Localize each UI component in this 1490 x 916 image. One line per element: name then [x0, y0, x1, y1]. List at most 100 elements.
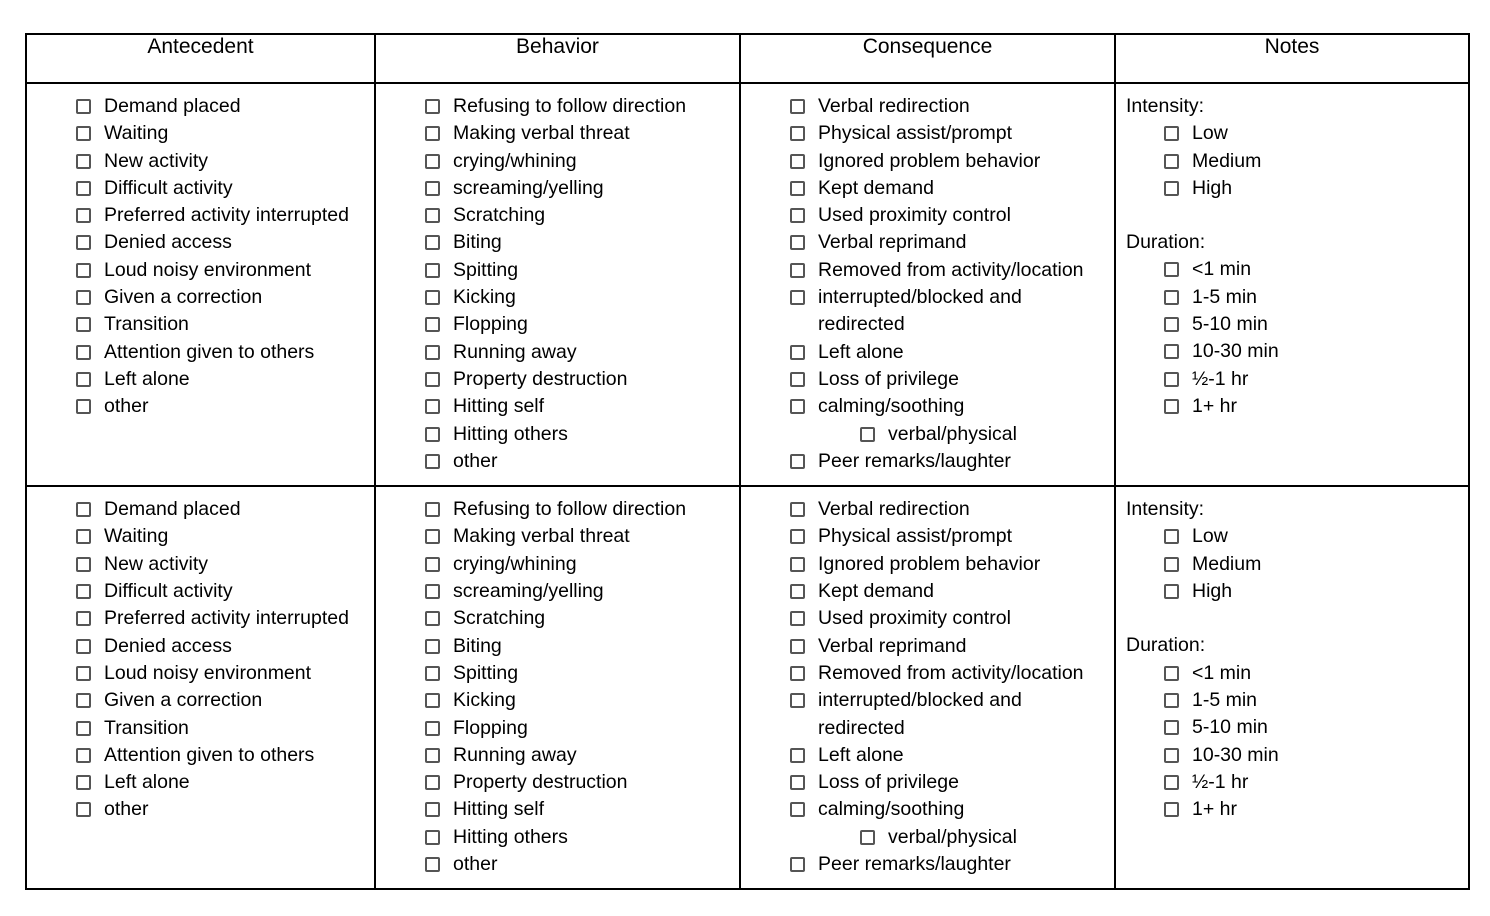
checkbox-icon[interactable]	[425, 747, 440, 763]
checkbox-icon[interactable]	[425, 453, 440, 469]
checkbox-icon[interactable]	[425, 344, 440, 360]
checklist-item[interactable]: High	[1164, 578, 1462, 605]
checkbox-icon[interactable]	[790, 262, 805, 278]
checkbox-icon[interactable]	[790, 611, 805, 627]
checkbox-icon[interactable]	[425, 399, 440, 415]
checkbox-icon[interactable]	[1164, 317, 1179, 333]
checkbox-icon[interactable]	[425, 426, 440, 442]
checkbox-icon[interactable]	[1164, 262, 1179, 278]
checkbox-icon[interactable]	[425, 556, 440, 572]
checklist-item[interactable]: Waiting	[76, 120, 368, 147]
checklist-item[interactable]: Running away	[425, 742, 733, 769]
checklist-item[interactable]: Used proximity control	[790, 605, 1108, 632]
checkbox-icon[interactable]	[790, 502, 805, 518]
checklist-item[interactable]: Hitting others	[425, 824, 733, 851]
checkbox-icon[interactable]	[76, 638, 91, 654]
checkbox-icon[interactable]	[76, 371, 91, 387]
checklist-item[interactable]: Denied access	[76, 633, 368, 660]
checklist-item[interactable]: Making verbal threat	[425, 523, 733, 550]
checklist-item[interactable]: Low	[1164, 120, 1462, 147]
checkbox-icon[interactable]	[790, 775, 805, 791]
checkbox-icon[interactable]	[790, 399, 805, 415]
checklist-item[interactable]: Medium	[1164, 148, 1462, 175]
checklist-item[interactable]: Physical assist/prompt	[790, 120, 1108, 147]
checkbox-icon[interactable]	[425, 180, 440, 196]
checkbox-icon[interactable]	[1164, 774, 1179, 790]
checklist-item[interactable]: 1-5 min	[1164, 284, 1462, 311]
checkbox-icon[interactable]	[425, 317, 440, 333]
checklist-item[interactable]: Preferred activity interrupted	[76, 605, 368, 632]
checkbox-icon[interactable]	[790, 556, 805, 572]
checkbox-icon[interactable]	[790, 638, 805, 654]
checklist-item[interactable]: Left alone	[790, 742, 1108, 769]
checklist-item[interactable]: interrupted/blocked and redirected	[790, 284, 1108, 339]
checkbox-icon[interactable]	[425, 802, 440, 818]
checklist-item[interactable]: 5-10 min	[1164, 311, 1462, 338]
checkbox-icon[interactable]	[1164, 153, 1179, 169]
checklist-item[interactable]: New activity	[76, 551, 368, 578]
checkbox-icon[interactable]	[76, 747, 91, 763]
checkbox-icon[interactable]	[425, 693, 440, 709]
checklist-item[interactable]: Scratching	[425, 202, 733, 229]
checklist-item[interactable]: Peer remarks/laughter	[790, 448, 1108, 475]
checkbox-icon[interactable]	[790, 180, 805, 196]
checkbox-icon[interactable]	[425, 775, 440, 791]
checkbox-icon[interactable]	[790, 290, 805, 306]
checkbox-icon[interactable]	[790, 802, 805, 818]
checkbox-icon[interactable]	[76, 317, 91, 333]
checklist-item[interactable]: Property destruction	[425, 769, 733, 796]
checklist-item[interactable]: Running away	[425, 339, 733, 366]
checkbox-icon[interactable]	[425, 262, 440, 278]
checklist-item[interactable]: Waiting	[76, 523, 368, 550]
checkbox-icon[interactable]	[1164, 720, 1179, 736]
checkbox-icon[interactable]	[1164, 289, 1179, 305]
checklist-item[interactable]: 1+ hr	[1164, 393, 1462, 420]
checklist-item[interactable]: Difficult activity	[76, 578, 368, 605]
checklist-item[interactable]: calming/soothing	[790, 796, 1108, 823]
checkbox-icon[interactable]	[790, 747, 805, 763]
checklist-item[interactable]: <1 min	[1164, 660, 1462, 687]
checkbox-icon[interactable]	[425, 720, 440, 736]
checklist-item[interactable]: 10-30 min	[1164, 338, 1462, 365]
checkbox-icon[interactable]	[1164, 371, 1179, 387]
checkbox-icon[interactable]	[425, 829, 440, 845]
checkbox-icon[interactable]	[425, 99, 440, 114]
checkbox-icon[interactable]	[1164, 529, 1179, 545]
checkbox-icon[interactable]	[425, 611, 440, 627]
checklist-item[interactable]: Transition	[76, 715, 368, 742]
checklist-item[interactable]: interrupted/blocked and redirected	[790, 687, 1108, 742]
checklist-item[interactable]: Kicking	[425, 687, 733, 714]
checklist-item[interactable]: crying/whining	[425, 148, 733, 175]
checklist-item[interactable]: 5-10 min	[1164, 714, 1462, 741]
checklist-item[interactable]: crying/whining	[425, 551, 733, 578]
checklist-item[interactable]: other	[425, 851, 733, 878]
checklist-item[interactable]: Demand placed	[76, 93, 368, 120]
checkbox-icon[interactable]	[1164, 802, 1179, 818]
checklist-item[interactable]: Flopping	[425, 311, 733, 338]
checklist-item[interactable]: 10-30 min	[1164, 742, 1462, 769]
checkbox-icon[interactable]	[1164, 556, 1179, 572]
checklist-item[interactable]: Refusing to follow direction	[425, 496, 733, 523]
checkbox-icon[interactable]	[76, 720, 91, 736]
checklist-item[interactable]: Hitting others	[425, 421, 733, 448]
checklist-item[interactable]: Given a correction	[76, 284, 368, 311]
checkbox-icon[interactable]	[425, 502, 440, 518]
checkbox-icon[interactable]	[1164, 180, 1179, 196]
checkbox-icon[interactable]	[425, 665, 440, 681]
checkbox-icon[interactable]	[76, 802, 91, 818]
checkbox-icon[interactable]	[790, 857, 805, 873]
checklist-item[interactable]: 1+ hr	[1164, 796, 1462, 823]
checklist-item[interactable]: ½-1 hr	[1164, 769, 1462, 796]
checklist-item[interactable]: Removed from activity/location	[790, 660, 1108, 687]
checklist-item[interactable]: Difficult activity	[76, 175, 368, 202]
checklist-item[interactable]: other	[76, 796, 368, 823]
checkbox-icon[interactable]	[1164, 692, 1179, 708]
checkbox-icon[interactable]	[76, 208, 91, 224]
checklist-item[interactable]: Peer remarks/laughter	[790, 851, 1108, 878]
checkbox-icon[interactable]	[790, 584, 805, 600]
checklist-item[interactable]: Kept demand	[790, 175, 1108, 202]
checkbox-icon[interactable]	[790, 529, 805, 545]
checklist-item[interactable]: Left alone	[790, 339, 1108, 366]
checkbox-icon[interactable]	[790, 371, 805, 387]
checkbox-icon[interactable]	[1164, 126, 1179, 142]
